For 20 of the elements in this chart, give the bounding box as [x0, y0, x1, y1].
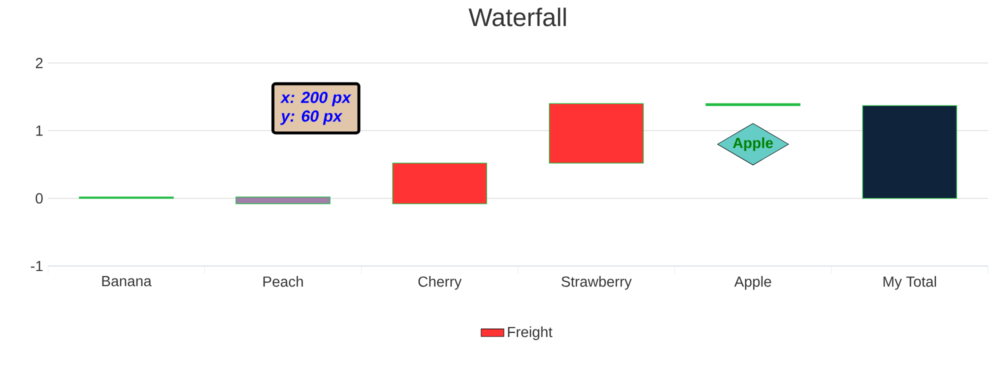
bar — [862, 105, 958, 199]
annotation: x: 200 px — [280, 92, 352, 106]
x-tick-label: Apple — [734, 276, 772, 290]
chart-title: Waterfall — [468, 8, 566, 26]
annotation: Apple — [732, 137, 773, 152]
x-tick-label: Peach — [263, 276, 303, 287]
bar — [706, 103, 800, 106]
y-tick-label: -1 — [30, 260, 43, 272]
y-tick-label: 0 — [36, 193, 43, 204]
y-tick-label: 2 — [36, 58, 43, 68]
x-tick-label: Cherry — [418, 276, 462, 290]
x-tick-label: Banana — [102, 276, 152, 286]
bar — [236, 196, 330, 204]
annotation: y: 60 px — [280, 110, 343, 125]
x-tick-label: Strawberry — [562, 276, 632, 290]
bar — [392, 162, 488, 204]
y-tick-label: 1 — [36, 126, 43, 136]
x-tick-label: My Total — [884, 276, 936, 290]
bar — [548, 103, 644, 164]
legend-label: Freight — [508, 326, 552, 340]
